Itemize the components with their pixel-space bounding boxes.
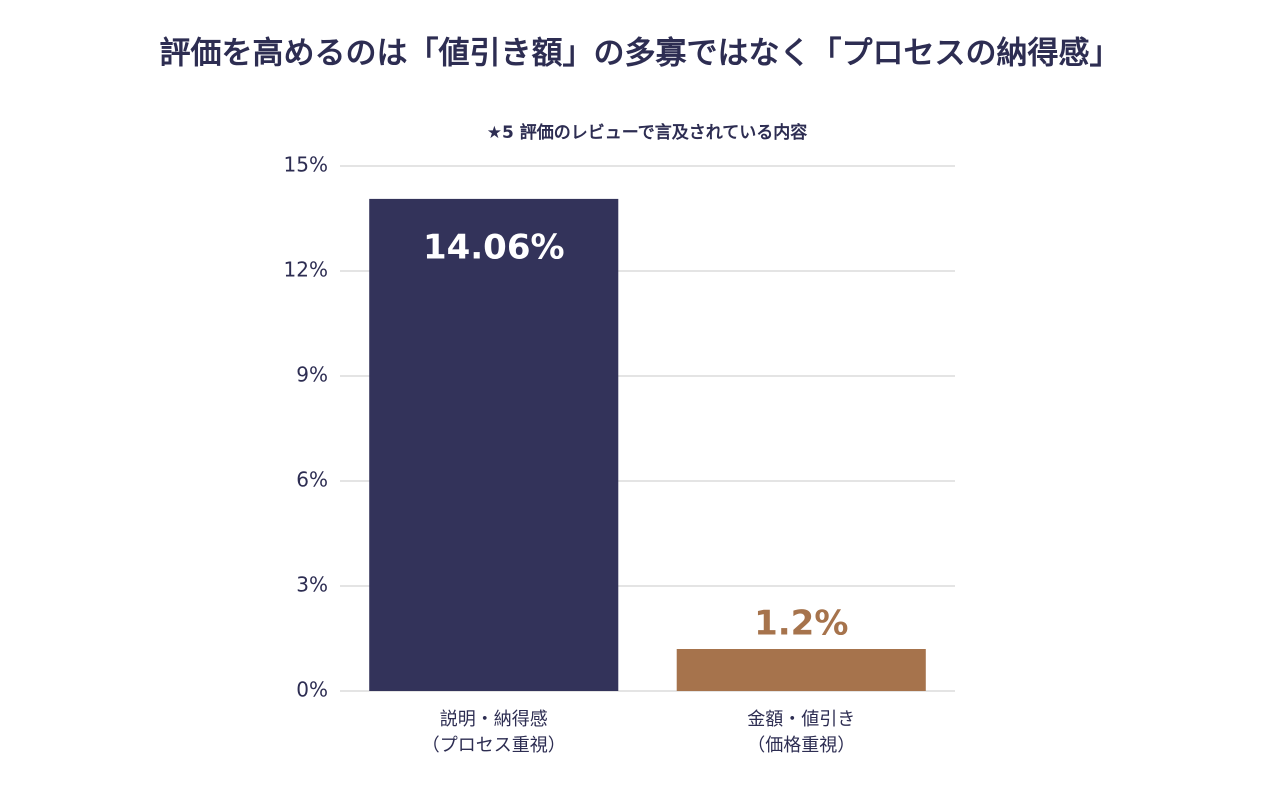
- y-tick-label: 0%: [296, 678, 328, 702]
- x-tick-label: 金額・値引き: [747, 709, 855, 730]
- x-tick-label: （プロセス重視）: [422, 735, 566, 756]
- y-tick-label: 12%: [284, 258, 328, 282]
- y-tick-label: 9%: [296, 363, 328, 387]
- bar: [369, 198, 619, 691]
- chart-title: 評価を高めるのは「値引き額」の多寡ではなく「プロセスの納得感」: [160, 36, 1121, 72]
- x-tick-label: （価格重視）: [747, 735, 855, 756]
- y-tick-label: 15%: [284, 153, 328, 177]
- value-label: 14.06%: [423, 227, 565, 267]
- chart-subtitle: ★5 評価のレビューで言及されている内容: [487, 122, 807, 143]
- y-tick-label: 6%: [296, 468, 328, 492]
- value-label: 1.2%: [754, 604, 848, 644]
- x-tick-label: 説明・納得感: [440, 709, 548, 730]
- y-tick-label: 3%: [296, 573, 328, 597]
- bar: [676, 649, 926, 691]
